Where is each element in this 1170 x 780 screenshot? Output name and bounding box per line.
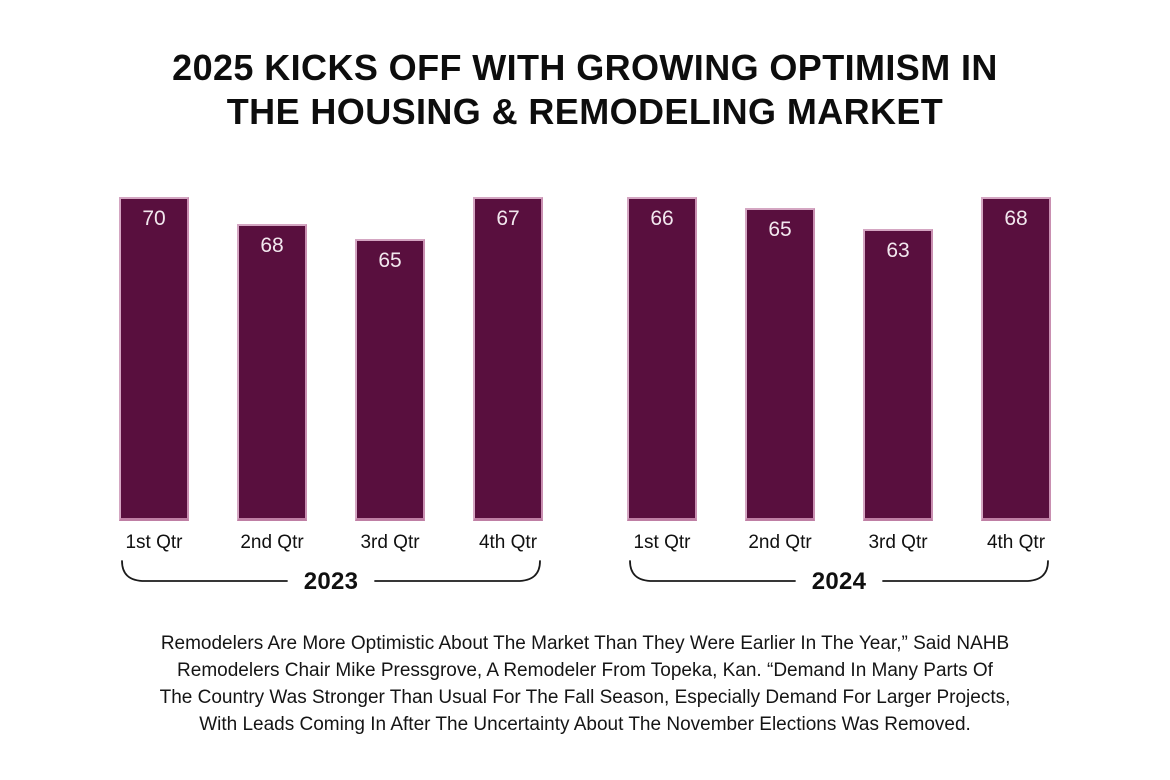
bar-2024-3rd-qtr: 63 [863,229,933,521]
year-bracket: 2024 [627,558,1051,595]
bar-value-label: 66 [650,207,674,230]
year-label: 2024 [811,568,867,595]
quote-line: Remodelers Are More Optimistic About The… [160,633,1010,654]
bar-2024-1st-qtr: 66 [627,197,697,521]
year-group-2024: 66 65 63 68 1st Qtr 2nd Qtr 3rd Qtr 4th Qtr 2024 [627,197,1051,595]
year-label: 2023 [303,568,359,595]
bar-value-label: 68 [1004,207,1028,230]
bar-value-label: 67 [496,207,520,230]
bar-2024-2nd-qtr: 65 [745,208,815,521]
chart: 70 68 65 67 1st Qtr 2nd Qtr 3rd Qtr 4th Qtr 2023… [119,197,1051,595]
bar-2023-3rd-qtr: 65 [355,239,425,521]
quote-text: Remodelers Are More Optimistic About The… [0,630,1170,738]
bracket-curve-icon [121,560,541,582]
page-title: 2025 KICKS OFF WITH GROWING OPTIMISM IN … [0,46,1170,134]
axis-label-1st-qtr: 1st Qtr [125,532,183,553]
bar-value-label: 65 [378,249,402,272]
bar-value-label: 63 [886,239,910,262]
bars-row: 66 65 63 68 [627,197,1051,521]
bar-value-label: 65 [768,218,792,241]
bar-value-label: 68 [260,234,284,257]
quote-line: Remodelers Chair Mike Pressgrove, A Remo… [177,660,993,681]
quote-line: With Leads Coming In After The Uncertain… [199,714,971,735]
axis-label-2nd-qtr: 2nd Qtr [748,532,812,553]
title-line-1: 2025 KICKS OFF WITH GROWING OPTIMISM IN [172,47,998,88]
axis-label-4th-qtr: 4th Qtr [478,532,538,553]
axis-label-3rd-qtr: 3rd Qtr [360,532,420,553]
axis-label-2nd-qtr: 2nd Qtr [240,532,304,553]
labels-row: 1st Qtr 2nd Qtr 3rd Qtr 4th Qtr [627,532,1051,554]
bar-2023-4th-qtr: 67 [473,197,543,521]
quote-line: The Country Was Stronger Than Usual For … [159,687,1011,708]
bar-2023-2nd-qtr: 68 [237,224,307,521]
axis-label-3rd-qtr: 3rd Qtr [868,532,928,553]
year-group-2023: 70 68 65 67 1st Qtr 2nd Qtr 3rd Qtr 4th Qtr 2023 [119,197,543,595]
axis-label-4th-qtr: 4th Qtr [986,532,1046,553]
labels-row: 1st Qtr 2nd Qtr 3rd Qtr 4th Qtr [119,532,543,554]
axis-label-1st-qtr: 1st Qtr [633,532,691,553]
bracket-curve-icon [629,560,1049,582]
year-bracket: 2023 [119,558,543,595]
bar-2023-1st-qtr: 70 [119,197,189,521]
bar-value-label: 70 [142,207,166,230]
bar-2024-4th-qtr: 68 [981,197,1051,521]
title-line-2: THE HOUSING & REMODELING MARKET [226,91,944,132]
bars-row: 70 68 65 67 [119,197,543,521]
